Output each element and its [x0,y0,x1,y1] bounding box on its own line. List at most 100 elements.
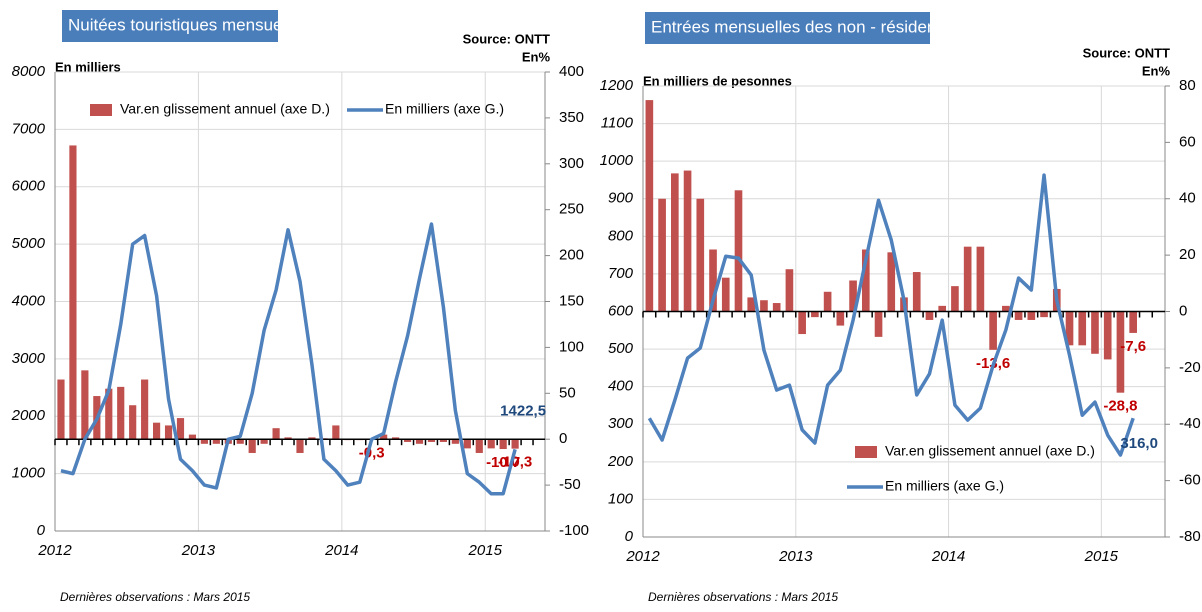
footnote: Dernières observations : Mars 2015 [648,590,838,604]
y2-tick-label: 400 [559,63,584,80]
bar [81,370,89,440]
y-tick-label: 900 [608,190,634,207]
bar [683,170,692,312]
y-tick-label: 8000 [12,63,46,80]
bar [925,311,934,320]
bar [849,280,857,312]
bar [105,388,113,440]
bar [487,439,495,449]
title-box [62,10,278,42]
data-label: -7,6 [1120,338,1146,355]
y-tick-label: 7000 [12,120,46,137]
y2-tick-label: 350 [559,109,584,126]
x-tick-label: 2014 [931,548,965,565]
y2-tick-label: -20 [1179,359,1201,376]
bar [392,437,400,440]
bar [951,286,959,312]
bar [332,425,340,440]
y2-tick-label: 80 [1179,77,1196,94]
bar [976,246,985,312]
y-tick-label: 0 [37,522,46,539]
x-tick-label: 2015 [1084,548,1119,565]
bar [798,311,806,335]
bar [499,439,507,450]
y-tick-label: 600 [608,302,634,319]
bar [415,439,424,444]
y2-tick-label: 20 [1179,246,1196,263]
legend-label: Var.en glissement annuel (axe D.) [885,443,1095,459]
bar [1129,311,1137,333]
bar [785,269,794,312]
y2-tick-label: -50 [559,476,581,493]
bar [117,386,125,440]
bar [129,405,137,440]
bar [1014,311,1023,320]
y2-tick-label: 60 [1179,133,1196,150]
legend-label: En milliers (axe G.) [885,478,1004,494]
data-label: 1422,5 [500,402,546,419]
bar [212,439,220,444]
y-tick-label: 400 [608,378,634,395]
legend-label: En milliers (axe G.) [385,101,504,117]
y2-tick-label: -60 [1179,472,1201,489]
y2-tick-label: 200 [559,247,584,264]
bar [1103,311,1112,360]
y-tick-label: 6000 [12,178,46,195]
bar [874,311,883,337]
y2-tick-label: -100 [559,522,589,539]
bar [236,439,244,444]
bar [284,437,292,440]
data-label: -0,3 [359,444,385,461]
bar [380,434,388,440]
y-axis-label: En milliers de pesonnes [643,73,792,88]
bar [439,439,447,442]
bar [463,439,471,449]
bar [200,439,208,444]
x-tick-label: 2012 [37,542,72,559]
x-tick-label: 2013 [778,548,813,565]
bar [671,173,679,312]
bar [963,246,972,312]
bar [772,303,781,312]
y2-axis-label: En% [1142,63,1171,78]
x-tick-label: 2015 [468,542,503,559]
y2-tick-label: -80 [1179,528,1201,545]
bar [69,145,77,440]
bar [709,249,717,312]
bar [164,425,173,440]
bar [511,439,519,449]
bar [1116,311,1125,393]
footnote: Dernières observations : Mars 2015 [60,590,250,604]
title-box [645,12,930,44]
bar [912,272,921,312]
bar [823,291,832,312]
bar [176,418,185,440]
y2-tick-label: 0 [559,430,567,447]
legend-label: Var.en glissement annuel (axe D.) [120,101,330,117]
bar [260,439,268,444]
y-tick-label: 2000 [11,407,46,424]
y2-tick-label: -40 [1179,415,1201,432]
bar [1091,311,1099,354]
y-tick-label: 0 [625,528,634,545]
bar [427,439,436,442]
bar [1027,311,1036,320]
y-tick-label: 500 [608,340,634,357]
bar [248,439,256,453]
y-tick-label: 5000 [12,235,46,252]
bar [887,252,896,312]
bar [836,311,845,326]
y-axis-label: En milliers [55,59,121,74]
bar [696,198,705,312]
bar [938,305,947,312]
y2-tick-label: 40 [1179,190,1196,207]
y2-axis-label: En% [522,49,551,64]
y-tick-label: 200 [607,453,634,470]
data-label: -10,3 [498,454,532,471]
y-tick-label: 1000 [12,465,46,482]
line [647,173,1135,457]
bar [734,190,743,312]
bar [645,100,654,312]
bar [296,439,304,453]
